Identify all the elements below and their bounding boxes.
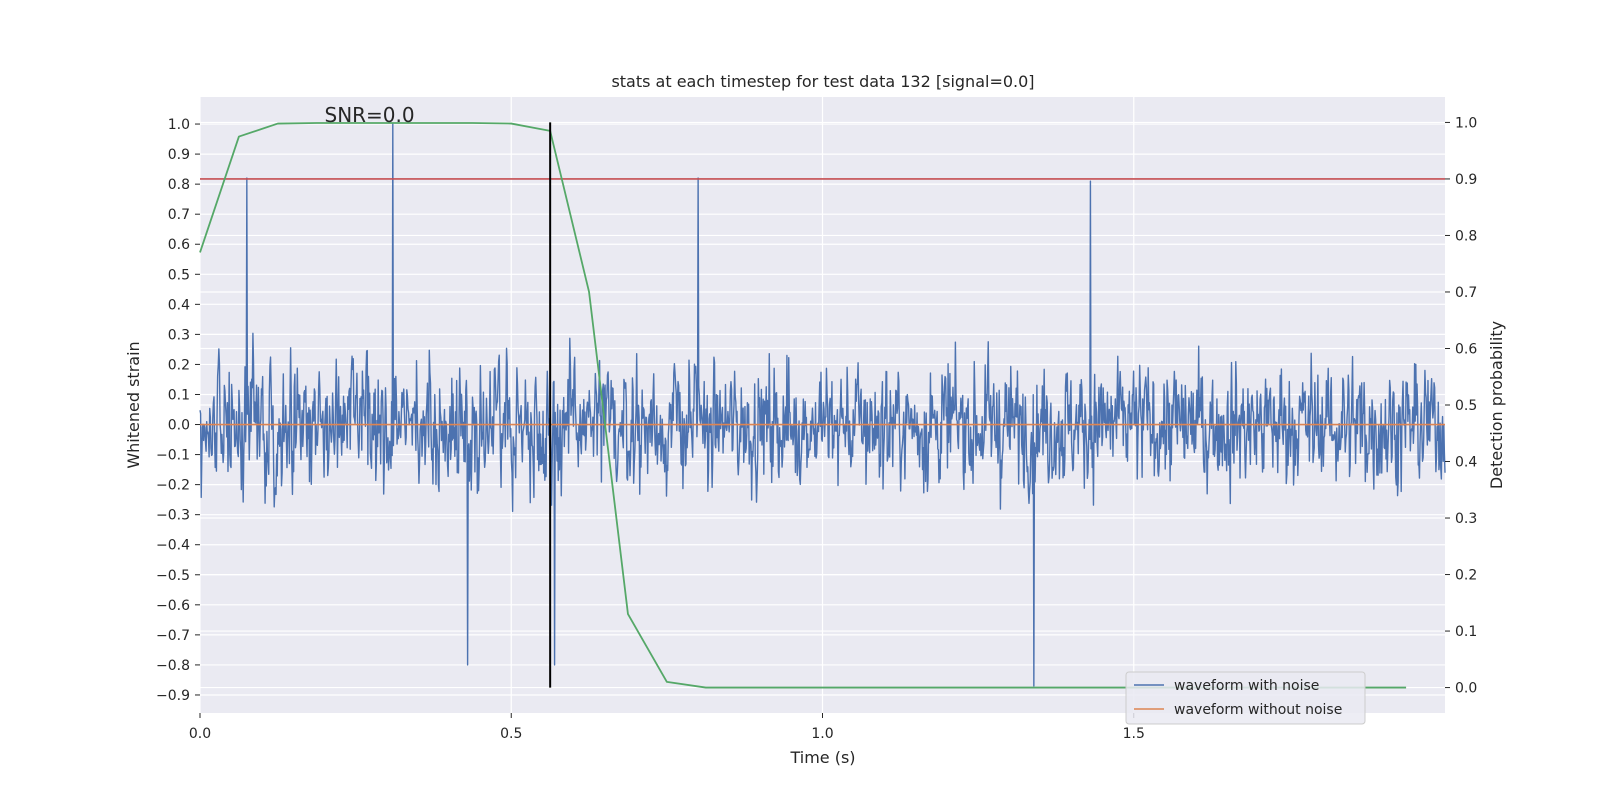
y-tick-label: 0.6	[168, 237, 190, 253]
legend-label-noise: waveform with noise	[1174, 678, 1319, 694]
y-tick-label: 0.7	[168, 207, 190, 223]
axis-ticks: 0.0 0.5 1.0 1.5 1.0 0.9 0.8 0.7 0.6 0.5 0.4 0.3 0.2 0…	[156, 115, 1477, 742]
y-axis-label-right: Detection probability	[1487, 321, 1506, 489]
x-axis-label: Time (s)	[789, 748, 855, 767]
y-tick-label: −0.3	[156, 508, 190, 524]
x-tick-label: 0.0	[189, 726, 211, 742]
y-right-tick-label: 0.5	[1455, 398, 1477, 414]
y-right-tick-label: 0.2	[1455, 568, 1477, 584]
y-tick-label: −0.1	[156, 448, 190, 464]
x-tick-label: 1.5	[1123, 726, 1145, 742]
waveform-with-noise-series	[199, 123, 1446, 687]
y-tick-label: −0.8	[156, 658, 190, 674]
y-right-tick-label: 0.1	[1455, 624, 1477, 640]
legend-label-clean: waveform without noise	[1174, 702, 1342, 718]
y-tick-label: −0.7	[156, 628, 190, 644]
y-tick-label: −0.2	[156, 478, 190, 494]
y-tick-label: −0.5	[156, 568, 190, 584]
y-tick-label: 0.1	[168, 387, 190, 403]
y-right-tick-label: 1.0	[1455, 115, 1477, 131]
y-tick-label: 0.8	[168, 177, 190, 193]
legend-box	[1125, 671, 1366, 725]
y-right-tick-label: 0.7	[1455, 285, 1477, 301]
y-right-tick-label: 0.0	[1455, 681, 1477, 697]
x-tick-label: 1.0	[811, 726, 833, 742]
annotation-snr: SNR=0.0	[325, 103, 415, 127]
y-tick-label: 0.0	[168, 418, 190, 434]
x-tick-label: 0.5	[500, 726, 522, 742]
legend: waveform with noise waveform without noi…	[1125, 671, 1366, 725]
y-tick-label: −0.6	[156, 598, 190, 614]
chart-title: stats at each timestep for test data 132…	[611, 72, 1034, 91]
y-tick-label: −0.9	[156, 688, 190, 704]
y-axis-label-left: Whitened strain	[124, 341, 143, 468]
y-right-tick-label: 0.4	[1455, 455, 1477, 471]
y-tick-label: −0.4	[156, 538, 190, 554]
y-tick-label: 0.3	[168, 327, 190, 343]
y-tick-label: 0.4	[168, 297, 190, 313]
y-right-tick-label: 0.3	[1455, 511, 1477, 527]
y-tick-label: 0.9	[168, 147, 190, 163]
y-tick-label: 0.5	[168, 267, 190, 283]
y-right-tick-label: 0.8	[1455, 228, 1477, 244]
waveform-with-noise-line	[199, 123, 1446, 687]
y-tick-label: 1.0	[168, 117, 190, 133]
y-right-tick-label: 0.9	[1455, 172, 1477, 188]
y-right-tick-label: 0.6	[1455, 341, 1477, 357]
y-tick-label: 0.2	[168, 357, 190, 373]
